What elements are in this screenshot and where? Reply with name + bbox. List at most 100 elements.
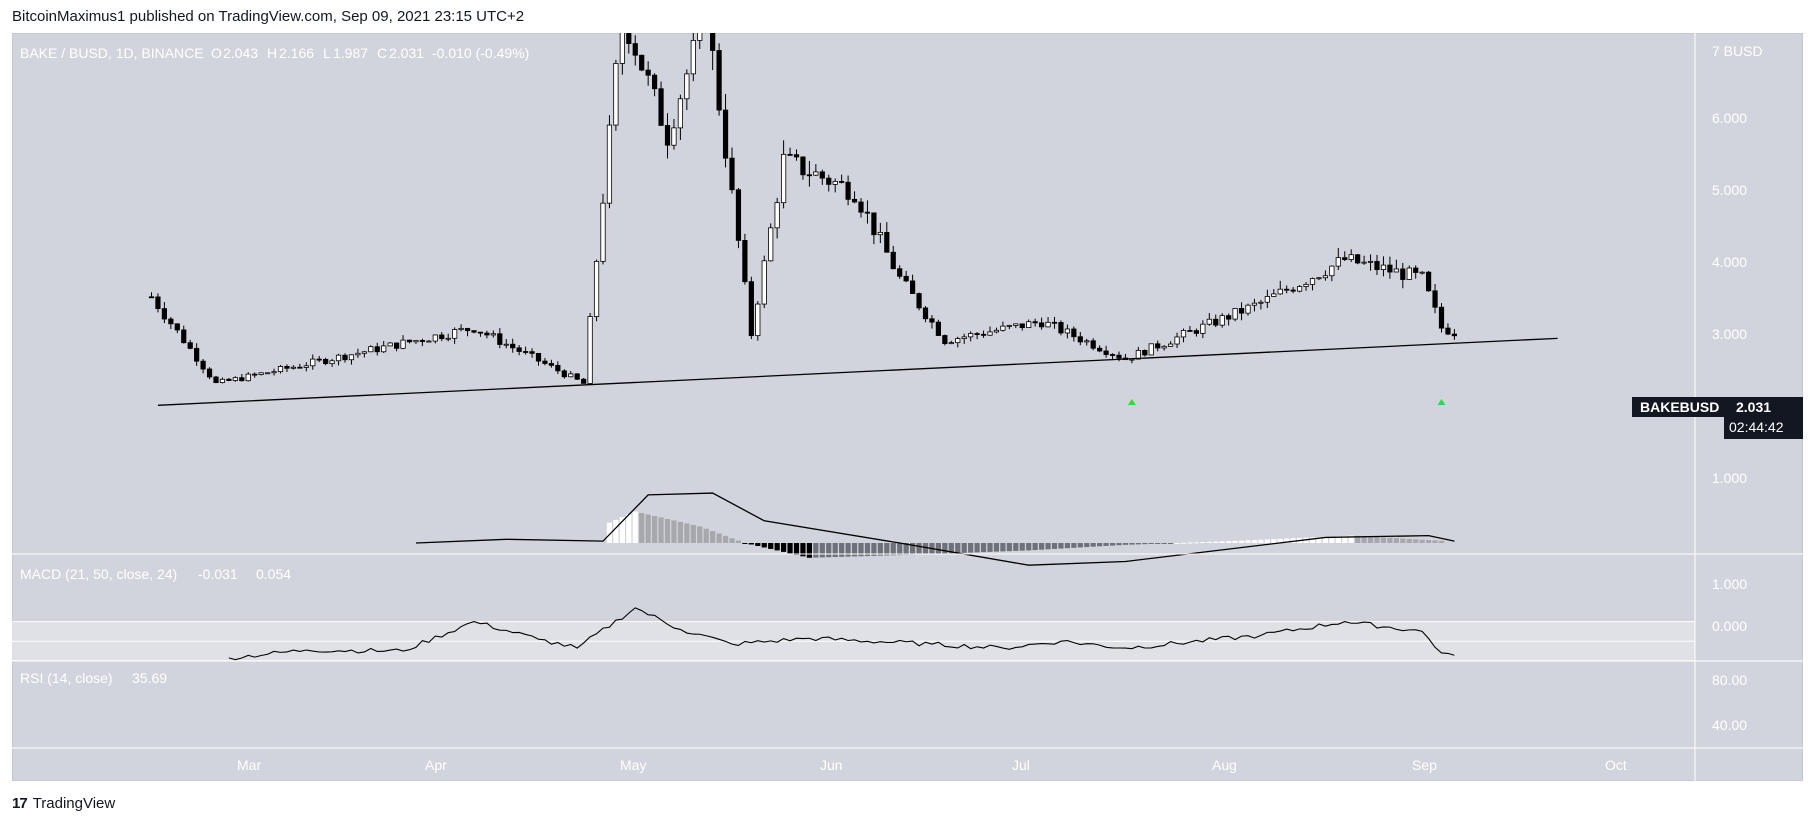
- candle-down: [980, 333, 987, 336]
- rsi-legend-label: RSI (14, close): [20, 670, 113, 686]
- macd-histogram-bar: [697, 526, 703, 543]
- candle-up: [1200, 323, 1206, 334]
- candle-down: [148, 296, 155, 299]
- candle-down: [1445, 327, 1451, 335]
- candle-down: [1400, 268, 1406, 280]
- macd-histogram-bar: [619, 517, 625, 543]
- candle-down: [581, 378, 587, 384]
- price-pane[interactable]: [148, 33, 1558, 406]
- candle-up: [1161, 345, 1167, 349]
- macd-histogram-bar: [1348, 535, 1354, 543]
- candle-down: [839, 181, 845, 183]
- macd-histogram-bar: [1174, 543, 1180, 544]
- candle-up: [987, 331, 993, 336]
- candle-down: [884, 232, 890, 253]
- candle-up: [593, 260, 600, 317]
- macd-histogram-bar: [1006, 543, 1012, 552]
- candle-up: [258, 372, 264, 375]
- price-tag-symbol-bg: [1632, 397, 1724, 417]
- macd-histogram-bar: [1264, 539, 1270, 543]
- macd-histogram-bar: [1019, 543, 1025, 551]
- candle-up: [1271, 293, 1277, 297]
- macd-histogram-bar: [742, 543, 748, 544]
- candle-up: [1000, 325, 1006, 331]
- candle-up: [1135, 350, 1141, 360]
- candle-down: [1039, 322, 1045, 328]
- macd-histogram-bar: [987, 543, 993, 552]
- candle-up: [1084, 340, 1090, 343]
- candle-down: [155, 296, 161, 310]
- time-label-may: May: [620, 757, 646, 773]
- candle-down: [1077, 336, 1083, 343]
- candle-down: [903, 275, 909, 282]
- candle-down: [464, 327, 471, 332]
- candle-down: [748, 281, 754, 337]
- candle-up: [993, 329, 1000, 333]
- macd-histogram-bar: [632, 511, 638, 543]
- macd-histogram-bar: [974, 543, 980, 553]
- candle-down: [529, 351, 535, 354]
- candle-up: [290, 366, 297, 369]
- rsi-line[interactable]: [228, 607, 1455, 661]
- candle-up: [490, 333, 496, 336]
- candle-down: [181, 329, 187, 344]
- candle-down: [510, 343, 516, 349]
- candle-up: [432, 334, 438, 342]
- macd-histogram-bar: [922, 543, 929, 555]
- macd-histogram-bar: [755, 543, 761, 546]
- candle-up: [671, 127, 677, 146]
- candle-up: [1361, 261, 1367, 264]
- candle-up: [348, 354, 355, 361]
- candle-up: [1277, 288, 1283, 295]
- candle-up: [600, 202, 606, 262]
- macd-histogram-bar: [787, 543, 793, 554]
- macd-histogram-bar: [1103, 543, 1109, 546]
- candle-up: [1045, 321, 1051, 328]
- candle-down: [316, 358, 322, 361]
- macd-histogram-bar: [1064, 543, 1070, 549]
- macd-histogram-bar: [1438, 540, 1445, 543]
- candle-down: [574, 373, 580, 380]
- price-tag-price-bg: [1724, 397, 1803, 439]
- candle-down: [742, 240, 748, 283]
- candle-up: [619, 33, 625, 64]
- macd-histogram-bar: [1374, 537, 1380, 543]
- macd-histogram-bar: [716, 533, 722, 543]
- price-tick-5: 5.000: [1712, 182, 1747, 198]
- chart-svg[interactable]: BAKE / BUSD, 1D, BINANCE O 2.043 H 2.166…: [12, 33, 1803, 781]
- candle-down: [516, 347, 522, 352]
- macd-histogram-bar: [1355, 535, 1361, 543]
- rsi-tick-80: 80.00: [1712, 672, 1747, 688]
- candle-up: [387, 342, 393, 347]
- candle-up: [264, 372, 271, 375]
- candle-down: [787, 153, 793, 156]
- candle-up: [1026, 321, 1032, 329]
- candle-down: [1097, 347, 1103, 352]
- macd-histogram-bar: [1232, 540, 1238, 543]
- candle-up: [690, 39, 696, 75]
- candle-down: [406, 339, 413, 343]
- candle-down: [1374, 260, 1380, 270]
- candle-down: [916, 293, 922, 309]
- rsi-pane[interactable]: [12, 607, 1695, 662]
- candle-down: [871, 212, 877, 236]
- candle-down: [194, 347, 200, 362]
- price-tick-3: 3.000: [1712, 326, 1747, 342]
- price-tag-countdown: 02:44:42: [1729, 419, 1784, 435]
- macd-histogram-bar: [858, 543, 864, 557]
- candle-down: [439, 334, 445, 340]
- macd-line[interactable]: [415, 492, 1455, 566]
- macd-histogram-bar: [710, 531, 716, 543]
- candle-down: [297, 366, 303, 369]
- macd-histogram-bar: [781, 543, 787, 552]
- macd-histogram-bar: [1426, 540, 1432, 543]
- time-label-apr: Apr: [425, 757, 447, 773]
- candle-down: [735, 189, 742, 241]
- macd-histogram-bar: [1290, 538, 1296, 543]
- support-trendline[interactable]: [157, 337, 1558, 406]
- candle-down: [1238, 308, 1245, 314]
- candle-down: [729, 157, 735, 191]
- candle-up: [1168, 343, 1174, 347]
- macd-histogram-bar: [1142, 543, 1148, 545]
- macd-pane[interactable]: [415, 492, 1455, 566]
